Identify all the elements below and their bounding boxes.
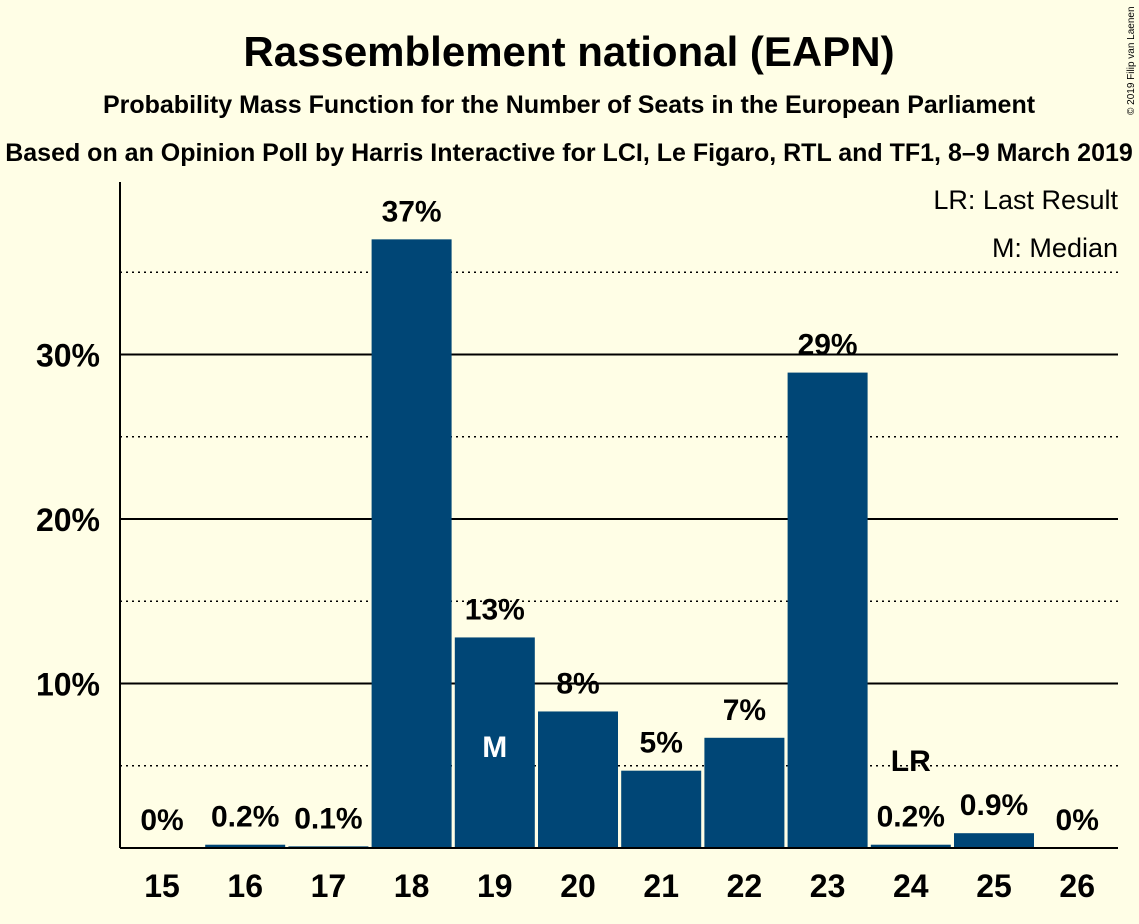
bar-value-label: 13% [465, 593, 525, 626]
bar [621, 770, 702, 848]
bar-value-label: 0% [1056, 804, 1099, 837]
y-tick-label: 30% [36, 338, 100, 374]
value-labels: 0% 0.2% 0.1% 37% 13% M 8% 5% 7% 29% 0.2% LR 0.9% 0% [140, 195, 1099, 837]
y-tick-label: 10% [36, 667, 100, 703]
x-tick-label: 19 [477, 868, 513, 904]
bar [371, 239, 452, 849]
x-tick-label: 20 [560, 868, 596, 904]
x-tick-label: 23 [810, 868, 846, 904]
bar [205, 844, 286, 848]
gridlines [120, 271, 1118, 767]
legend-median: M: Median [992, 233, 1118, 263]
bar-value-label: 5% [640, 727, 683, 760]
chart-title: Rassemblement national (EAPN) [243, 28, 894, 75]
bar [787, 372, 868, 848]
chart-source-line: Based on an Opinion Poll by Harris Inter… [5, 139, 1133, 167]
bar [704, 737, 785, 848]
x-axis-ticks: 15 16 17 18 19 20 21 22 23 24 25 26 [144, 868, 1095, 904]
x-tick-label: 26 [1059, 868, 1095, 904]
last-result-marker: LR [891, 745, 931, 778]
chart-subtitle: Probability Mass Function for the Number… [103, 91, 1036, 119]
x-tick-label: 15 [144, 868, 180, 904]
bar-value-label: 0.2% [877, 801, 945, 834]
bar [538, 711, 618, 848]
bar-value-label: 0.2% [211, 801, 279, 834]
x-tick-label: 17 [311, 868, 347, 904]
bar-value-label: 0.9% [960, 789, 1028, 822]
x-tick-label: 22 [727, 868, 763, 904]
bar-value-label: 29% [798, 329, 858, 362]
x-tick-label: 25 [976, 868, 1012, 904]
bar [870, 844, 951, 848]
bar-value-label: 0% [140, 804, 183, 837]
legend-last-result: LR: Last Result [933, 185, 1118, 215]
bar-value-label: 7% [723, 694, 766, 727]
y-tick-label: 20% [36, 502, 100, 538]
bar [454, 637, 535, 848]
bar-value-label: 0.1% [294, 802, 362, 835]
bars [205, 239, 1034, 849]
median-marker: M [482, 731, 507, 764]
bar-value-label: 37% [382, 195, 442, 228]
x-tick-label: 16 [227, 868, 263, 904]
y-axis-ticks: 10% 20% 30% [36, 338, 100, 703]
x-tick-label: 24 [893, 868, 929, 904]
x-tick-label: 18 [394, 868, 430, 904]
bar [954, 833, 1034, 848]
chart-credit: © 2019 Filip van Laenen [1126, 6, 1137, 115]
bar-value-label: 8% [556, 667, 599, 700]
x-tick-label: 21 [643, 868, 679, 904]
